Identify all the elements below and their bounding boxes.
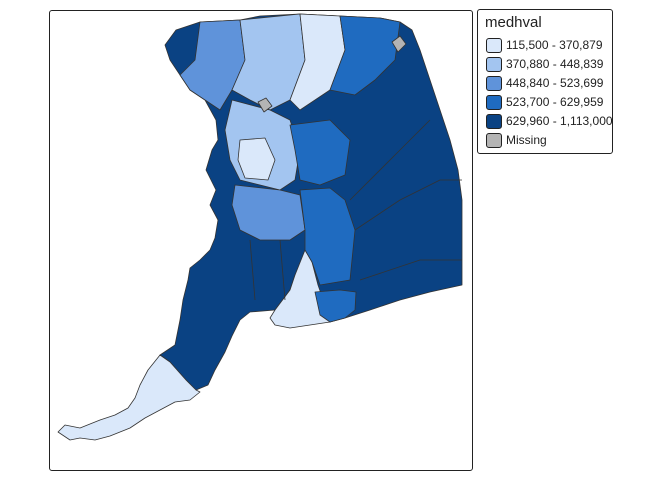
legend-item: 629,960 - 1,113,000 [486, 112, 613, 130]
legend-swatch [486, 132, 502, 148]
legend-label: 629,960 - 1,113,000 [506, 114, 613, 128]
legend-swatch [486, 56, 502, 72]
region-missing-1 [391, 35, 407, 53]
region-missing-2 [257, 97, 273, 113]
legend-label: 523,700 - 629,959 [506, 95, 604, 109]
legend-swatch [486, 37, 502, 53]
region-core-light [237, 137, 276, 181]
region-elk-grove [299, 187, 356, 286]
region-south-core [231, 184, 306, 241]
region-small-south [314, 289, 357, 323]
legend-label: Missing [506, 133, 547, 147]
legend-item: 370,880 - 448,839 [486, 55, 603, 73]
legend-item: 523,700 - 629,959 [486, 93, 603, 111]
legend-item: Missing [486, 131, 547, 149]
legend-swatch [486, 94, 502, 110]
legend-label: 115,500 - 370,879 [506, 38, 603, 52]
region-east-mid [289, 119, 351, 186]
region-light-south [57, 354, 201, 441]
legend-item: 115,500 - 370,879 [486, 36, 603, 54]
legend-label: 370,880 - 448,839 [506, 57, 604, 71]
legend-label: 448,840 - 523,699 [506, 76, 604, 90]
legend: medhval 115,500 - 370,879 370,880 - 448,… [477, 9, 613, 154]
legend-title: medhval [485, 14, 542, 31]
legend-swatch [486, 113, 502, 129]
legend-swatch [486, 75, 502, 91]
legend-item: 448,840 - 523,699 [486, 74, 603, 92]
region-mid-ne [329, 15, 401, 96]
